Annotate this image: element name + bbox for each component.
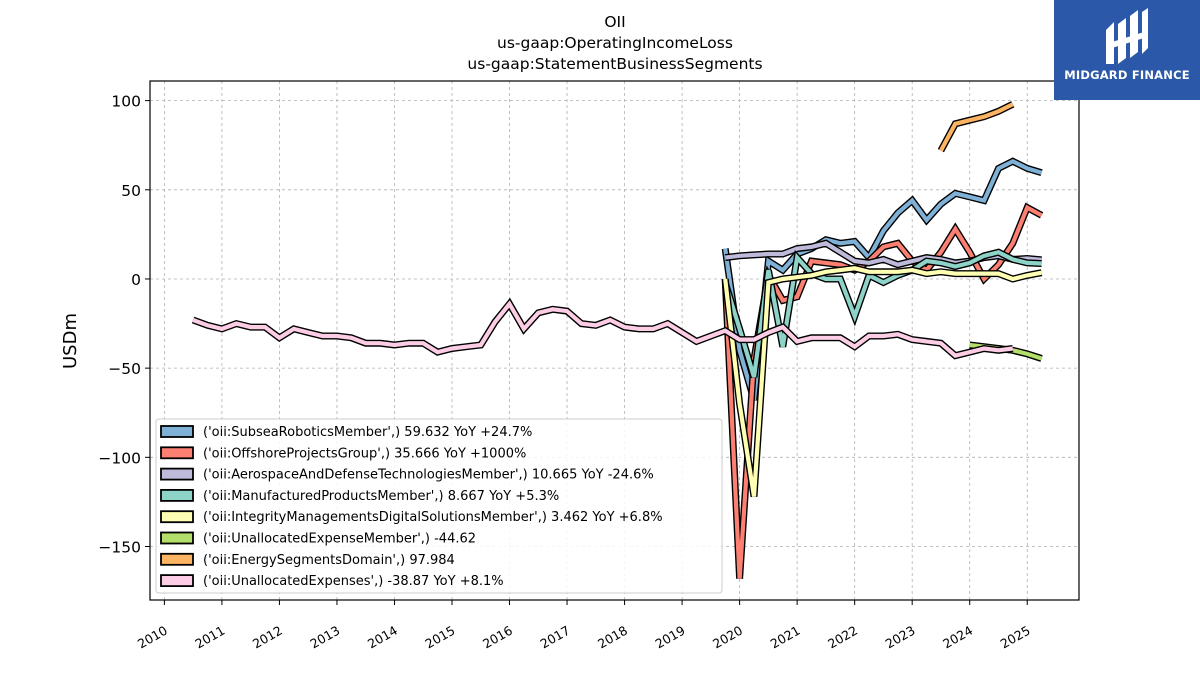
series-line-7 (937, 101, 1015, 153)
legend-label: ('oii:EnergySegmentsDomain',) 97.984 (203, 553, 455, 568)
legend-swatch (160, 574, 194, 587)
y-tick-label: −150 (98, 538, 141, 556)
legend-item: ('oii:OffshoreProjectsGroup',) 35.666 Yo… (160, 446, 526, 461)
y-tick-label: 100 (111, 93, 141, 111)
legend-item: ('oii:UnallocatedExpenses',) -38.87 YoY … (160, 574, 504, 589)
legend-label: ('oii:IntegrityManagementsDigitalSolutio… (203, 510, 663, 525)
series-line-8 (191, 297, 1014, 360)
series-line-outline (191, 297, 1014, 360)
x-tick-label: 2018 (595, 623, 630, 652)
series-line-stroke (723, 158, 1043, 401)
x-tick-label: 2025 (998, 623, 1033, 652)
chart-title: OII us-gaap:OperatingIncomeLoss us-gaap:… (467, 13, 762, 73)
y-tick-label: 0 (131, 271, 141, 289)
midgard-logo-icon (1106, 8, 1148, 64)
series-line-stroke (192, 300, 1014, 359)
x-tick-label: 2014 (365, 623, 400, 652)
x-tick-label: 2020 (710, 623, 745, 652)
legend-swatch (160, 425, 194, 438)
legend-item: ('oii:UnallocatedExpenseMember',) -44.62 (160, 531, 476, 547)
y-axis: 100 50 0 −50 −100 −150 (98, 93, 150, 556)
x-tick-label: 2023 (883, 623, 918, 652)
x-tick-label: 2011 (192, 623, 227, 652)
legend-swatch (160, 488, 194, 502)
x-tick-label: 2015 (422, 623, 457, 652)
series-line-stroke (723, 249, 1042, 378)
chart-title-line-1: OII (604, 13, 625, 31)
x-tick-label: 2016 (480, 623, 515, 652)
x-tick-label: 2010 (135, 623, 170, 652)
legend-label: ('oii:OffshoreProjectsGroup',) 35.666 Yo… (203, 446, 526, 461)
legend-item: ('oii:EnergySegmentsDomain',) 97.984 (160, 552, 455, 568)
series-line-stroke (723, 266, 1042, 497)
x-tick-label: 2024 (940, 623, 975, 652)
series-line-4 (721, 248, 1042, 379)
x-tick-label: 2013 (307, 623, 342, 652)
series-line-5 (721, 264, 1043, 498)
x-tick-label: 2012 (250, 623, 285, 652)
series-line-1 (721, 157, 1043, 402)
y-tick-label: 50 (121, 182, 141, 200)
legend-item: ('oii:SubseaRoboticsMember',) 59.632 YoY… (160, 425, 532, 440)
series-lines (191, 101, 1044, 579)
x-tick-label: 2021 (768, 623, 803, 652)
legend-swatch (160, 510, 194, 524)
legend: ('oii:SubseaRoboticsMember',) 59.632 YoY… (155, 418, 723, 594)
brand-logo-text: MIDGARD FINANCE (1064, 68, 1190, 82)
legend-label: ('oii:UnallocatedExpenses',) -38.87 YoY … (203, 574, 504, 589)
chart-title-line-3: us-gaap:StatementBusinessSegments (467, 55, 762, 73)
legend-swatch (160, 552, 194, 566)
chart-title-line-2: us-gaap:OperatingIncomeLoss (497, 34, 733, 52)
series-line-stroke (939, 102, 1014, 152)
x-tick-label: 2017 (537, 623, 572, 652)
legend-item: ('oii:AerospaceAndDefenseTechnologiesMem… (160, 467, 654, 483)
y-axis-label: USDm (60, 313, 81, 369)
x-tick-label: 2022 (825, 623, 860, 652)
x-axis: 2010 2011 2012 2013 2014 2015 2016 2017 2018 2019… (135, 600, 1033, 652)
legend-label: ('oii:ManufacturedProductsMember',) 8.66… (203, 489, 559, 504)
legend-label: ('oii:UnallocatedExpenseMember',) -44.62 (203, 532, 476, 547)
legend-swatch (160, 531, 194, 545)
x-tick-label: 2019 (653, 623, 688, 652)
legend-box (155, 418, 723, 594)
y-tick-label: −50 (108, 360, 141, 378)
legend-swatch (160, 446, 194, 460)
legend-label: ('oii:AerospaceAndDefenseTechnologiesMem… (203, 468, 654, 483)
y-tick-label: −100 (98, 449, 141, 467)
brand-logo: MIDGARD FINANCE (1054, 0, 1200, 100)
legend-item: ('oii:IntegrityManagementsDigitalSolutio… (160, 510, 663, 525)
legend-swatch (160, 467, 194, 481)
legend-item: ('oii:ManufacturedProductsMember',) 8.66… (160, 488, 559, 504)
plot-frame (149, 80, 1080, 601)
legend-label: ('oii:SubseaRoboticsMember',) 59.632 YoY… (203, 425, 532, 440)
